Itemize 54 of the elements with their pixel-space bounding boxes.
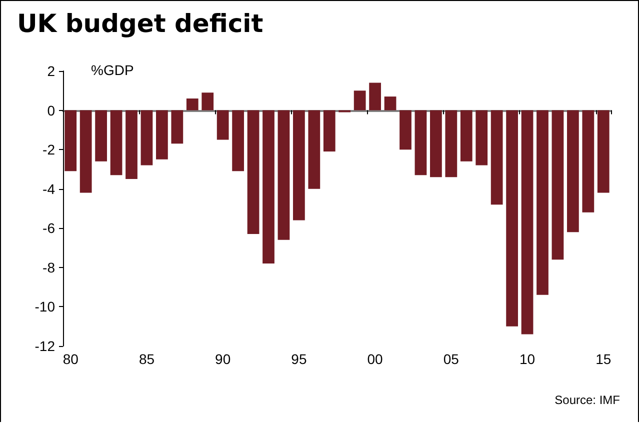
y-tick-label: -12 [34,338,56,354]
bar [126,110,138,180]
x-tick-label: 10 [519,351,536,367]
bar [354,90,366,110]
bar [95,110,107,162]
bar [202,92,214,110]
bar [445,110,458,178]
bar [308,110,320,189]
y-tick-label: 0 [47,102,56,118]
x-tick-label: 95 [291,351,307,367]
x-tick-label: 05 [443,351,460,367]
bar [171,110,184,144]
bar [430,110,442,178]
bar [293,110,305,220]
y-tick-label: -10 [34,298,56,315]
bar [384,96,396,110]
x-tick-label: 00 [367,351,384,367]
bar [216,110,229,140]
bar [140,110,153,166]
bar [232,110,244,172]
bar [567,110,579,232]
y-tick-label: -6 [42,220,56,236]
bar [247,110,260,234]
bar [369,82,381,110]
bar [80,110,92,193]
bar [521,110,534,334]
bar [156,110,168,160]
bar [262,110,274,264]
y-axis-title: %GDP [91,62,134,78]
y-tick-label: 2 [47,63,56,79]
bar [110,110,122,176]
x-tick-label: 85 [138,351,155,367]
y-tick-label: -4 [42,180,56,197]
x-tick-label: 80 [62,351,79,367]
bar [582,110,594,212]
bar [278,110,290,240]
bar [400,110,412,150]
y-tick-label: -8 [42,259,56,276]
bar [323,110,336,152]
bar [414,110,427,176]
bar [490,110,503,205]
chart-title: UK budget deficit [17,9,264,38]
x-tick-label: 15 [596,351,612,367]
bar [64,110,77,172]
bar [506,110,518,326]
y-tick-label: -2 [42,142,56,158]
bar [460,110,472,162]
bar [536,110,548,295]
source-note: Source: IMF [554,393,620,407]
bar [597,110,610,193]
bar [552,110,564,260]
bar [186,98,198,110]
bar [476,110,488,166]
x-tick-label: 90 [215,351,231,367]
